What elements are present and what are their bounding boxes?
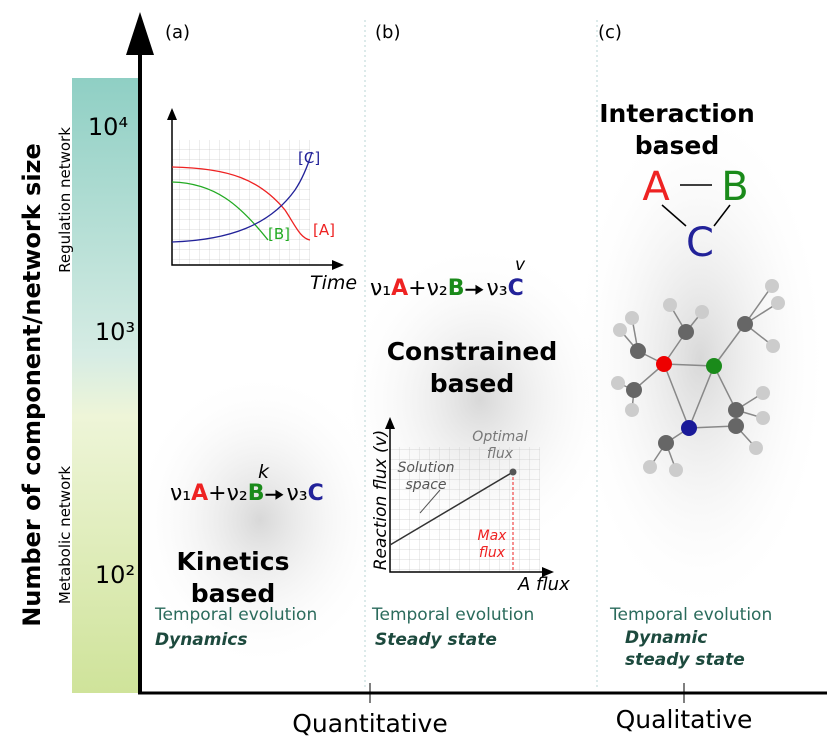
- term: A: [191, 481, 208, 506]
- note: Temporal evolution: [154, 605, 317, 625]
- node-label: A: [642, 164, 670, 210]
- mode-line: steady state: [625, 650, 745, 670]
- region-line: Solution: [397, 460, 454, 476]
- node-c: [681, 420, 697, 436]
- note: Temporal evolution: [609, 605, 772, 625]
- term: +ν₂: [208, 481, 248, 506]
- panel-label: (b): [375, 22, 400, 43]
- panel-label: (c): [598, 22, 622, 43]
- mode: Dynamics: [155, 630, 248, 650]
- x-label: Qualitative: [616, 705, 753, 734]
- inset-x-label: Time: [310, 272, 357, 294]
- term: ν₁: [170, 481, 191, 506]
- title-line: Kinetics: [177, 547, 290, 576]
- inset-grid: [172, 140, 310, 265]
- term: ν₃: [486, 276, 507, 301]
- title-line: based: [430, 369, 515, 398]
- term: C: [308, 481, 324, 506]
- x-label: Quantitative: [292, 709, 447, 738]
- optimum-line: Optimal: [472, 429, 528, 445]
- rate: k: [258, 461, 270, 483]
- inset-y-label: Reaction flux (v): [371, 430, 391, 571]
- max-line: Max: [478, 528, 508, 544]
- term: B: [248, 481, 265, 506]
- node-a: [656, 356, 672, 372]
- tick-label: 10²: [95, 561, 135, 589]
- term: ν₁: [370, 276, 391, 301]
- node-label: C: [686, 220, 714, 266]
- tick-label: 10⁴: [88, 113, 128, 141]
- curve-label: [B]: [268, 225, 290, 243]
- region-line: space: [405, 477, 446, 493]
- optimum-line: flux: [487, 446, 514, 462]
- node-b: [706, 358, 722, 374]
- title-line: based: [635, 131, 720, 160]
- band-label: Metabolic network: [56, 466, 74, 605]
- term: +ν₂: [408, 276, 448, 301]
- term: C: [508, 276, 524, 301]
- inset-x-label: A flux: [517, 574, 570, 595]
- arrow: [126, 12, 154, 55]
- arrow: [332, 260, 344, 270]
- mode-line: Dynamic: [625, 628, 707, 648]
- mode: Steady state: [375, 630, 497, 650]
- max-line: flux: [479, 545, 506, 561]
- title-line: based: [191, 579, 276, 608]
- term: B: [448, 276, 465, 301]
- term: A: [391, 276, 408, 301]
- curve-label: [A]: [313, 221, 335, 239]
- term: ν₃: [286, 481, 307, 506]
- y-axis-label: Number of component/network size: [18, 143, 46, 627]
- title-line: Constrained: [387, 337, 558, 366]
- haze: [570, 100, 827, 620]
- title-line: Interaction: [599, 99, 755, 128]
- rate: v: [515, 255, 526, 275]
- optimum: [510, 469, 517, 476]
- panel-label: (a): [165, 22, 190, 43]
- size-band: [72, 78, 140, 693]
- curve-label: [C]: [298, 149, 320, 167]
- tick-label: 10³: [95, 318, 135, 346]
- figure: Number of component/network size Regulat…: [0, 0, 827, 743]
- note: Temporal evolution: [371, 605, 534, 625]
- band-label: Regulation network: [56, 127, 74, 273]
- node-label: B: [721, 164, 748, 210]
- arrow: [167, 108, 177, 120]
